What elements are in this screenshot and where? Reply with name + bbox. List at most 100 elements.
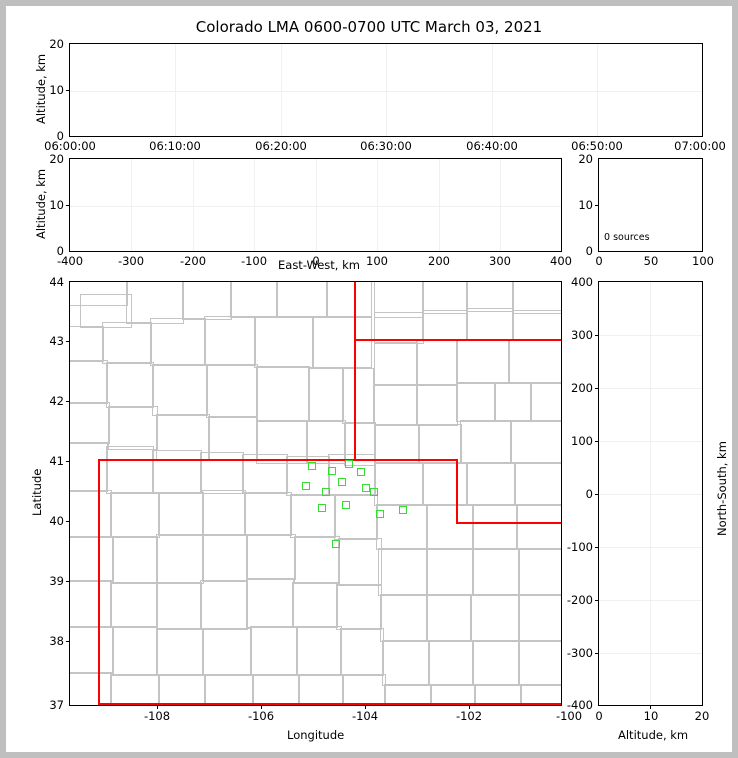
gridline <box>597 44 598 136</box>
xtick-label: 06:10:00 <box>149 139 201 153</box>
lma-station-marker[interactable] <box>362 484 370 492</box>
xtick <box>365 706 366 709</box>
xtick-label: 0 <box>312 254 320 268</box>
lma-station-marker[interactable] <box>357 468 365 476</box>
lma-station-marker[interactable] <box>328 467 336 475</box>
county-outline <box>204 316 256 366</box>
county-outline <box>286 456 330 496</box>
ytick-label: 0 <box>585 487 593 501</box>
county-outline <box>250 626 298 676</box>
panel-altitude-northsouth[interactable] <box>598 281 703 706</box>
lma-station-marker[interactable] <box>318 504 326 512</box>
ytick-label: 20 <box>49 152 64 166</box>
gridline <box>377 159 378 251</box>
xtick-label: 10 <box>643 709 659 723</box>
ytick <box>595 388 598 389</box>
county-outline <box>336 584 382 630</box>
lma-station-marker[interactable] <box>332 540 340 548</box>
county-outline <box>338 538 382 586</box>
xtick <box>157 706 158 709</box>
gridline <box>175 44 176 136</box>
county-outline <box>70 626 114 674</box>
county-outline <box>374 312 424 344</box>
gridline <box>599 441 702 442</box>
county-outline <box>276 282 328 318</box>
ytick <box>66 461 69 462</box>
lma-station-marker[interactable] <box>322 488 330 496</box>
state-border-colorado-south <box>98 703 561 705</box>
ytick-label: 200 <box>571 381 593 395</box>
county-outline <box>108 406 158 450</box>
county-outline <box>334 494 378 540</box>
ytick-label: 39 <box>49 574 64 588</box>
lma-station-marker[interactable] <box>345 460 353 468</box>
county-outline <box>518 640 561 686</box>
county-outline <box>156 582 202 630</box>
county-outline <box>106 446 154 494</box>
panel-eastwest-altitude-ylabel: Altitude, km <box>34 168 48 239</box>
state-border-colorado-west <box>98 459 100 705</box>
lma-station-marker[interactable] <box>338 478 346 486</box>
lma-station-marker[interactable] <box>399 506 407 514</box>
panel-altitude-northsouth-xlabel: Altitude, km <box>618 728 689 742</box>
xtick-label: 200 <box>428 254 450 268</box>
county-outline <box>256 366 310 422</box>
xtick-label: 300 <box>489 254 511 268</box>
county-outline <box>70 442 108 492</box>
gridline <box>70 91 702 92</box>
county-outline <box>326 282 372 318</box>
xtick-label: 100 <box>692 254 714 268</box>
ytick-label: -300 <box>566 646 593 660</box>
county-outline <box>422 282 468 314</box>
county-outline <box>256 420 308 464</box>
figure-title: Colorado LMA 0600-0700 UTC March 03, 202… <box>195 18 543 36</box>
county-outline <box>246 578 294 628</box>
state-border-colorado-north <box>98 459 458 461</box>
xtick-label: 06:00:00 <box>44 139 96 153</box>
county-outline <box>254 316 314 368</box>
ytick-label: 37 <box>49 698 64 712</box>
county-outline <box>344 422 376 466</box>
xtick <box>650 706 651 709</box>
county-outline <box>306 420 346 464</box>
county-outline <box>158 492 204 536</box>
county-outline <box>518 594 561 642</box>
county-outline <box>202 490 246 536</box>
county-outline <box>516 504 561 550</box>
county-outline <box>456 340 510 384</box>
ytick <box>66 641 69 642</box>
panel-eastwest-altitude[interactable] <box>69 158 562 252</box>
xtick-label: -100 <box>240 254 268 268</box>
xtick-label: 100 <box>366 254 388 268</box>
county-outline <box>376 504 428 550</box>
county-outline <box>426 594 472 642</box>
panel-time-altitude[interactable] <box>69 43 703 137</box>
ytick-label: 40 <box>49 514 64 528</box>
ytick-label: 44 <box>49 275 64 289</box>
xtick-label: -400 <box>56 254 84 268</box>
panel-source-histogram[interactable]: 0 sources <box>598 158 703 252</box>
county-outline <box>110 492 160 538</box>
lma-station-marker[interactable] <box>302 482 310 490</box>
state-border-kansas-oklahoma <box>400 703 402 705</box>
lma-station-marker[interactable] <box>342 501 350 509</box>
county-outline <box>70 490 112 538</box>
lma-station-marker[interactable] <box>376 510 384 518</box>
panel-map[interactable] <box>69 281 562 706</box>
county-outline <box>292 582 338 628</box>
county-outline <box>150 318 206 366</box>
ytick <box>66 521 69 522</box>
xtick-label: 06:20:00 <box>255 139 307 153</box>
gridline <box>599 388 702 389</box>
county-outline <box>374 342 418 386</box>
county-outline <box>110 582 158 628</box>
county-outline <box>430 684 476 705</box>
county-outline <box>510 420 561 464</box>
xtick-label: 06:30:00 <box>360 139 412 153</box>
xtick-label: -100 <box>555 709 583 723</box>
county-outline <box>520 684 561 705</box>
gridline <box>386 44 387 136</box>
county-outline <box>156 628 204 676</box>
lma-station-marker[interactable] <box>308 462 316 470</box>
lma-station-marker[interactable] <box>370 488 378 496</box>
